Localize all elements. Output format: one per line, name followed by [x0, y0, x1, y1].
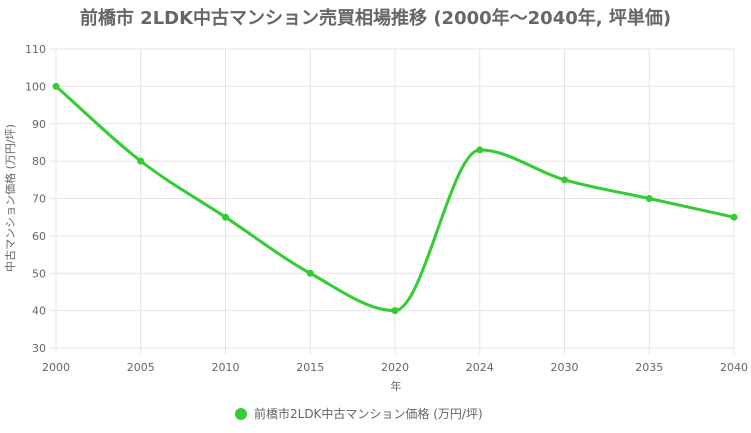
data-point[interactable]	[391, 307, 399, 315]
x-tick-label: 2020	[381, 361, 409, 374]
data-point[interactable]	[561, 176, 568, 184]
x-tick-label: 2030	[551, 361, 579, 374]
legend-label: 前橋市2LDK中古マンション価格 (万円/坪)	[254, 406, 483, 421]
y-tick-label: 110	[25, 43, 46, 56]
x-tick-label: 2000	[42, 361, 70, 374]
y-tick-label: 60	[32, 230, 46, 243]
y-tick-label: 50	[32, 267, 46, 280]
data-point[interactable]	[137, 157, 145, 165]
y-axis-label: 中古マンション価格 (万円/坪)	[3, 124, 17, 272]
x-tick-label: 2010	[212, 361, 240, 374]
y-tick-label: 100	[25, 80, 46, 93]
data-point[interactable]	[645, 195, 653, 202]
data-point[interactable]	[52, 82, 60, 90]
y-tick-label: 40	[32, 305, 46, 318]
legend-swatch	[235, 408, 247, 420]
data-point[interactable]	[476, 146, 484, 154]
x-tick-label: 2005	[127, 361, 155, 374]
data-point[interactable]	[222, 213, 229, 221]
chart-title: 前橋市 2LDK中古マンション売買相場推移 (2000年〜2040年, 坪単価)	[80, 7, 671, 29]
y-tick-label: 70	[32, 193, 46, 206]
x-tick-label: 2035	[635, 361, 663, 374]
y-tick-label: 90	[32, 118, 46, 131]
x-axis-label: 年	[391, 379, 402, 393]
x-tick-label: 2040	[720, 361, 748, 374]
x-tick-label: 2015	[296, 361, 324, 374]
grid	[50, 48, 735, 354]
x-tick-label: 2024	[466, 361, 494, 374]
series-layer	[52, 82, 738, 315]
x-axis-ticks: 2000 2005 2010 2015 2020 2024 2030 2035 2040	[42, 361, 748, 374]
legend[interactable]: 前橋市2LDK中古マンション価格 (万円/坪)	[235, 406, 483, 421]
y-tick-label: 30	[32, 342, 46, 355]
y-axis-ticks: 30 40 50 60 70 80 90 100 110	[25, 43, 46, 355]
y-tick-label: 80	[32, 155, 46, 168]
data-point[interactable]	[306, 269, 314, 277]
data-point[interactable]	[730, 213, 738, 221]
